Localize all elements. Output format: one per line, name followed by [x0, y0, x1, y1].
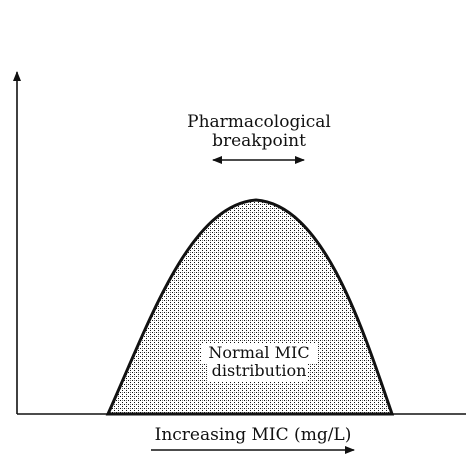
- breakpoint-label-line2: breakpoint: [212, 131, 306, 151]
- breakpoint-label-line1: Pharmacological: [187, 112, 331, 132]
- curve-label-bg-2: [208, 362, 308, 382]
- distribution-curve: [105, 198, 395, 416]
- curve-label-bg-1: [201, 343, 317, 363]
- x-axis-label: Increasing MIC (mg/L): [155, 425, 352, 445]
- curve-label-line1: Normal MIC: [208, 343, 309, 362]
- curve-label-line2: distribution: [212, 361, 307, 380]
